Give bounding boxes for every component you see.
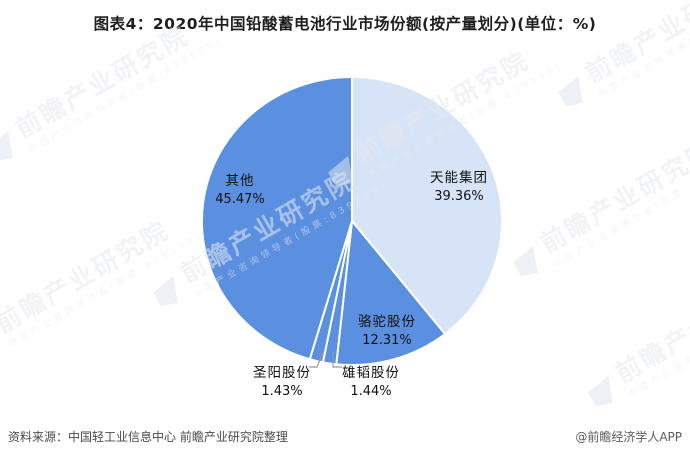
pie-slice-其他[interactable] [200,76,353,361]
pie-slice-天能集团[interactable] [351,76,503,335]
source-note: 资料来源：中国轻工业信息中心 前瞻产业研究院整理 [8,430,288,444]
footer: 资料来源：中国轻工业信息中心 前瞻产业研究院整理 @前瞻经济学人APP [0,428,690,445]
chart-title: 图表4：2020年中国铅酸蓄电池行业市场份额(按产量划分)(单位：%) [93,15,597,33]
leader-line-shengyang [309,351,324,368]
credit-note: @前瞻经济学人APP [575,430,682,444]
leader-line-xiongtao [332,352,342,368]
pie-slice-骆驼股份[interactable] [335,220,446,366]
